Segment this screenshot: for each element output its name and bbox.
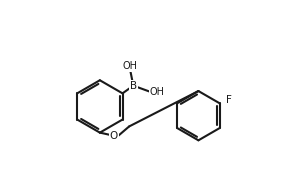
Text: OH: OH <box>123 61 138 71</box>
Text: OH: OH <box>150 87 165 97</box>
Text: O: O <box>110 131 118 141</box>
Text: B: B <box>130 81 137 91</box>
Text: F: F <box>226 95 232 105</box>
